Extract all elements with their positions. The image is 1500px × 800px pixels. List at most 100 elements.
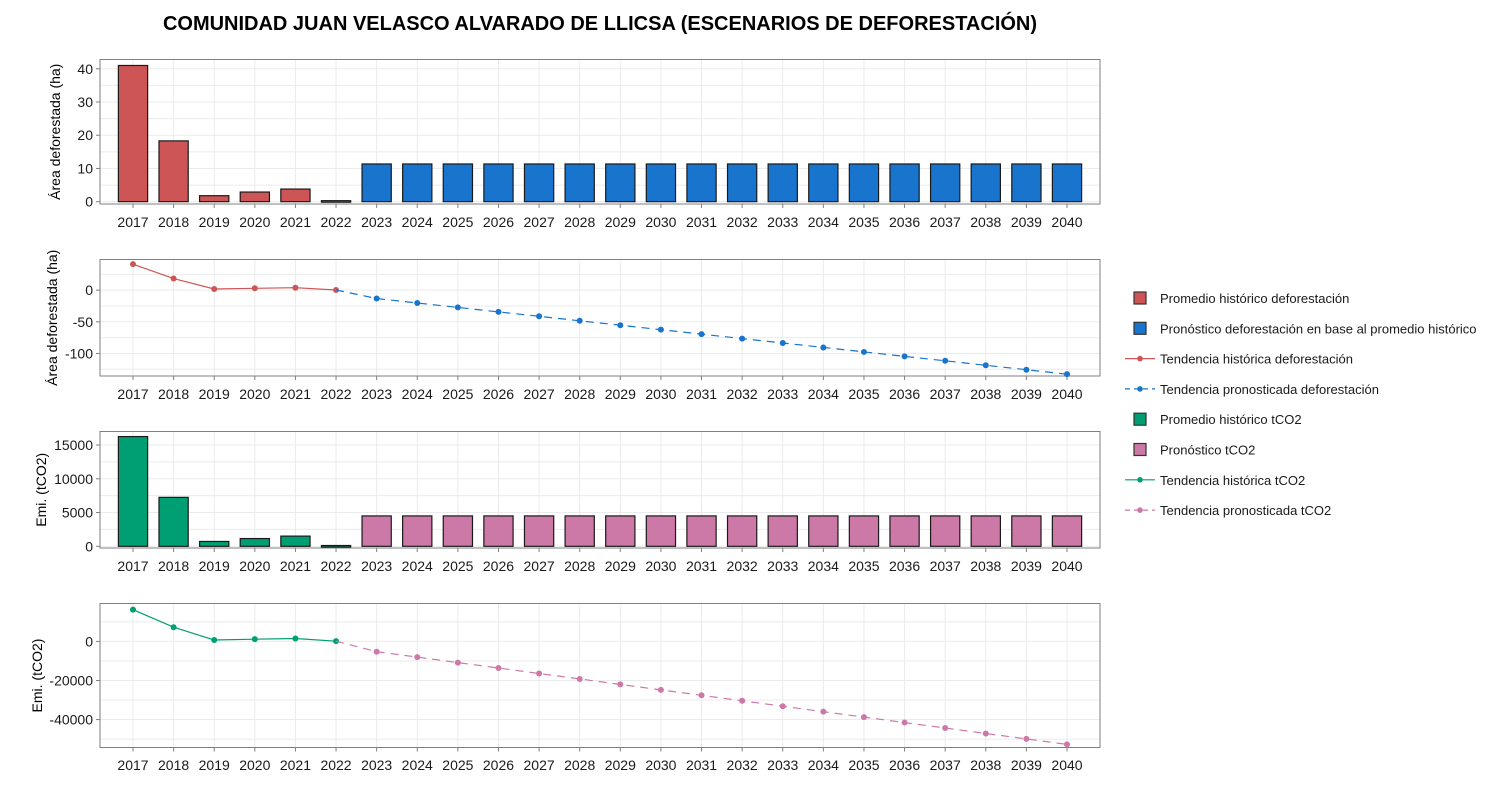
bar-2019 — [198, 540, 230, 547]
x-tick-label: 2033 — [767, 558, 798, 574]
x-tick-label: 2024 — [402, 386, 433, 402]
legend-item: Tendencia histórica deforestación — [1125, 352, 1353, 367]
x-tick-label: 2023 — [361, 386, 392, 402]
y-tick-label: 0 — [85, 194, 93, 210]
x-tick-label: 2032 — [727, 558, 758, 574]
bar-2031 — [686, 515, 717, 547]
x-tick-label: 2039 — [1011, 757, 1042, 773]
legend-label: Tendencia histórica deforestación — [1160, 352, 1353, 367]
x-tick-label: 2029 — [605, 757, 636, 773]
x-tick-label: 2039 — [1011, 386, 1042, 402]
x-tick-label: 2037 — [930, 757, 961, 773]
legend-label: Pronóstico tCO2 — [1160, 443, 1255, 458]
legend-item: Promedio histórico tCO2 — [1133, 412, 1302, 427]
x-tick-label: 2027 — [524, 757, 555, 773]
x-tick-label: 2019 — [199, 386, 230, 402]
panel-frame — [99, 431, 1101, 549]
data-point-2024 — [414, 299, 421, 306]
x-tick-label: 2021 — [280, 558, 311, 574]
x-tick-label: 2027 — [524, 558, 555, 574]
bar-2028 — [564, 515, 595, 547]
x-tick-label: 2030 — [645, 757, 676, 773]
legend: Promedio histórico deforestación Pronósti… — [1125, 291, 1477, 518]
data-point-2024 — [414, 654, 421, 661]
bar-2032 — [726, 515, 758, 547]
y-axis-label: Emi. (tCO2) — [29, 639, 45, 713]
x-tick-label: 2030 — [645, 558, 676, 574]
data-point-2027 — [536, 670, 543, 677]
x-tick-label: 2034 — [808, 386, 839, 402]
x-tick-label: 2019 — [199, 558, 230, 574]
bar-2018 — [158, 140, 189, 203]
data-point-2038 — [982, 362, 989, 369]
x-tick-label: 2026 — [483, 558, 514, 574]
legend-label: Pronóstico deforestación en base al prom… — [1160, 321, 1477, 336]
x-tick-label: 2019 — [199, 214, 230, 230]
x-tick-label: 2027 — [524, 386, 555, 402]
x-tick-label: 2019 — [199, 757, 230, 773]
bar-2039 — [1011, 515, 1042, 547]
x-tick-label: 2025 — [442, 757, 473, 773]
bar-2027 — [523, 515, 555, 547]
data-point-2028 — [576, 675, 583, 682]
y-tick-label: -40000 — [49, 712, 93, 728]
data-point-2033 — [779, 340, 786, 347]
bar-2021 — [280, 188, 311, 203]
bar-2031 — [686, 163, 717, 203]
x-tick-label: 2040 — [1051, 558, 1082, 574]
y-tick-label: 0 — [85, 633, 93, 649]
x-tick-label: 2037 — [930, 558, 961, 574]
data-point-2023 — [373, 295, 380, 302]
x-tick-label: 2036 — [889, 386, 920, 402]
data-point-2032 — [739, 697, 746, 704]
x-tick-label: 2018 — [158, 214, 189, 230]
bar-2040 — [1051, 515, 1083, 547]
data-point-2030 — [657, 686, 664, 693]
x-tick-label: 2034 — [808, 214, 839, 230]
bar-2035 — [848, 163, 880, 203]
bar-2034 — [808, 163, 839, 203]
y-tick-label: 0 — [85, 282, 93, 298]
x-tick-label: 2038 — [970, 757, 1001, 773]
data-point-2032 — [739, 335, 746, 342]
bar-2020 — [239, 537, 271, 547]
data-point-2031 — [698, 692, 705, 699]
series-line — [132, 263, 337, 291]
legend-item: Tendencia pronosticada deforestación — [1125, 382, 1379, 397]
x-tick-label: 2031 — [686, 386, 717, 402]
x-tick-label: 2033 — [767, 757, 798, 773]
x-tick-label: 2036 — [889, 558, 920, 574]
x-tick-label: 2018 — [158, 558, 189, 574]
y-tick-label: 5000 — [62, 505, 93, 521]
panel-trend-ha: 0 -50 -100 2017 2018 2019 2020 2021 2022 2023 2024… — [44, 250, 1101, 402]
legend-item: Pronóstico deforestación en base al prom… — [1133, 321, 1477, 336]
bar-2019 — [198, 195, 230, 203]
x-tick-label: 2025 — [442, 558, 473, 574]
data-point-2035 — [860, 714, 867, 721]
x-tick-label: 2031 — [686, 214, 717, 230]
x-tick-label: 2038 — [970, 558, 1001, 574]
data-point-2023 — [373, 648, 380, 655]
x-tick-label: 2032 — [727, 214, 758, 230]
y-tick-label: -100 — [65, 345, 93, 361]
bar-2038 — [970, 163, 1002, 203]
legend-swatch-point — [1137, 386, 1143, 392]
y-tick-label: 0 — [85, 538, 93, 554]
x-tick-label: 2026 — [483, 214, 514, 230]
bar-2029 — [605, 515, 636, 547]
legend-item: Tendencia histórica tCO2 — [1125, 473, 1305, 488]
data-point-2039 — [1023, 735, 1030, 742]
x-tick-label: 2017 — [117, 214, 148, 230]
data-point-2026 — [495, 308, 502, 315]
bar-2030 — [645, 163, 677, 203]
data-point-2034 — [820, 344, 827, 351]
bar-2021 — [280, 535, 311, 547]
legend-swatch-box — [1133, 291, 1147, 305]
y-axis-label: Emi. (tCO2) — [33, 453, 49, 527]
x-tick-label: 2028 — [564, 214, 595, 230]
y-tick-label: 20 — [77, 127, 93, 143]
x-tick-label: 2031 — [686, 558, 717, 574]
